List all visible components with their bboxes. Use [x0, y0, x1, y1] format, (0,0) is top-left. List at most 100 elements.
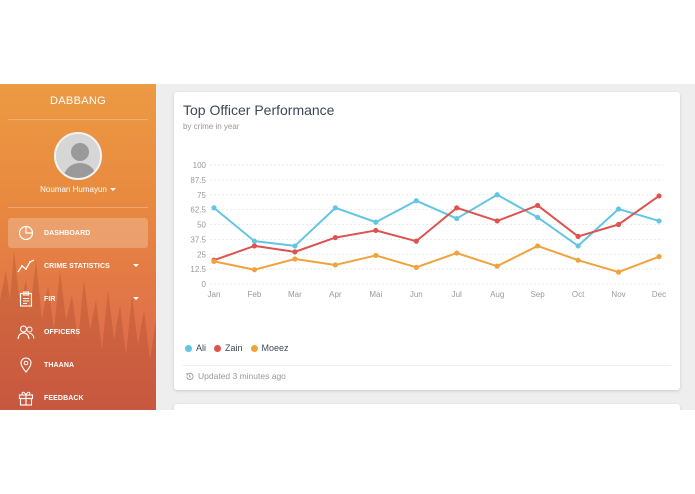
data-point-zain: [251, 243, 258, 249]
data-point-zain: [535, 202, 541, 209]
clipboard-icon: [16, 291, 36, 307]
sidebar-item-feedback[interactable]: FEEDBACK: [8, 383, 148, 410]
trend-line-icon: [16, 258, 36, 274]
y-tick-label: 100: [193, 161, 207, 170]
sidebar-item-officers[interactable]: OFFICERS: [8, 317, 148, 347]
x-tick-label: Sep: [531, 290, 546, 299]
people-icon: [16, 324, 36, 340]
legend-label: Zain: [225, 343, 243, 353]
x-tick-label: Dec: [652, 290, 666, 299]
data-point-moeez: [494, 263, 500, 269]
data-point-zain: [615, 221, 622, 228]
y-tick-label: 62.5: [190, 206, 206, 215]
data-point-moeez: [413, 264, 419, 270]
x-tick-label: Mai: [369, 290, 382, 299]
sidebar-divider: [8, 207, 148, 208]
line-chart: 0 12.5 25 37.5 50 62.5 75 87.5 100 Jan Feb Mar Apr Ma…: [190, 161, 666, 299]
data-point-ali: [656, 218, 662, 224]
x-tick-label: Apr: [329, 290, 342, 299]
x-tick-label: Feb: [248, 290, 262, 299]
legend-label: Ali: [196, 343, 207, 353]
data-point-zain: [575, 233, 581, 239]
data-point-ali: [251, 238, 258, 244]
x-tick-label: Aug: [490, 290, 504, 299]
data-point-ali: [373, 219, 379, 225]
secondary-card: [174, 404, 680, 410]
updated-text: Updated 3 minutes ago: [198, 371, 286, 381]
data-point-moeez: [211, 258, 217, 264]
y-tick-label: 25: [197, 250, 206, 259]
data-point-ali: [332, 205, 338, 211]
data-point-moeez: [575, 257, 581, 263]
series-line-moeez: [213, 244, 660, 274]
sidebar-item-thaana[interactable]: THAANA: [8, 350, 148, 380]
card-subtitle: by crime in year: [183, 122, 240, 131]
data-point-ali: [292, 243, 298, 249]
card-title: Top Officer Performance: [183, 102, 335, 118]
sidebar-nav: DASHBOARD CRIME STATISTICS FIR: [8, 218, 148, 410]
data-point-moeez: [454, 250, 460, 256]
legend-swatch: [185, 344, 192, 352]
avatar[interactable]: [54, 132, 102, 180]
data-point-zain: [413, 238, 419, 244]
brand-title[interactable]: DABBANG: [8, 84, 148, 120]
data-point-zain: [656, 193, 662, 199]
location-pin-icon: [16, 357, 36, 373]
legend-swatch: [214, 344, 222, 352]
history-icon: [186, 372, 194, 380]
data-point-ali: [413, 198, 419, 204]
data-point-moeez: [615, 269, 622, 275]
data-point-zain: [292, 249, 298, 255]
caret-down-icon: [133, 264, 139, 267]
y-tick-label: 87.5: [190, 176, 206, 185]
data-point-ali: [575, 243, 581, 249]
x-tick-label: Jan: [208, 290, 221, 299]
data-point-ali: [494, 192, 500, 198]
data-point-ali: [211, 205, 217, 211]
x-tick-label: Mar: [288, 290, 302, 299]
updated-status: Updated 3 minutes ago: [185, 371, 286, 381]
data-point-zain: [332, 234, 338, 241]
series-line-zain: [213, 195, 660, 262]
data-point-ali: [535, 214, 541, 220]
sidebar-item-label: THAANA: [44, 361, 75, 369]
legend-item-moeez: Moeez: [250, 343, 289, 353]
x-tick-label: Jul: [452, 290, 462, 299]
data-point-zain: [454, 205, 460, 211]
y-tick-label: 37.5: [190, 235, 206, 244]
user-menu-toggle[interactable]: Nouman Humayun: [0, 185, 156, 194]
sidebar-item-crime-statistics[interactable]: CRIME STATISTICS: [8, 251, 148, 281]
caret-down-icon: [109, 188, 116, 192]
data-point-moeez: [292, 256, 298, 262]
y-tick-label: 75: [197, 191, 206, 200]
sidebar-item-label: OFFICERS: [44, 328, 81, 336]
x-tick-label: Nov: [611, 290, 625, 299]
forest-background: [0, 250, 156, 410]
sidebar-item-label: FIR: [44, 295, 56, 303]
performance-card: Top Officer Performance by crime in year…: [174, 92, 680, 390]
data-point-moeez: [656, 254, 662, 260]
user-silhouette-icon: [56, 134, 100, 178]
sidebar: DABBANG Nouman Humayun DASHBOARD: [0, 84, 156, 410]
data-point-zain: [494, 218, 500, 224]
chart-legend: Ali Zain Moeez: [185, 343, 297, 353]
data-point-ali: [454, 215, 460, 222]
data-point-moeez: [535, 243, 541, 249]
legend-item-zain: Zain: [214, 343, 243, 353]
y-tick-label: 50: [197, 221, 206, 230]
user-name: Nouman Humayun: [40, 185, 107, 194]
pie-chart-icon: [16, 225, 36, 241]
legend-label: Moeez: [261, 343, 289, 353]
legend-swatch: [250, 344, 258, 352]
legend-item-ali: Ali: [185, 343, 206, 353]
y-tick-label: 12.5: [190, 265, 206, 274]
data-point-ali: [615, 206, 622, 212]
data-point-moeez: [332, 262, 338, 268]
card-footer-divider: [183, 365, 671, 366]
sidebar-item-label: CRIME STATISTICS: [44, 262, 110, 270]
gift-icon: [16, 390, 36, 406]
series-line-ali: [213, 193, 660, 247]
sidebar-item-fir[interactable]: FIR: [8, 284, 148, 314]
sidebar-item-dashboard[interactable]: DASHBOARD: [8, 218, 148, 248]
sidebar-item-label: DASHBOARD: [44, 229, 91, 237]
